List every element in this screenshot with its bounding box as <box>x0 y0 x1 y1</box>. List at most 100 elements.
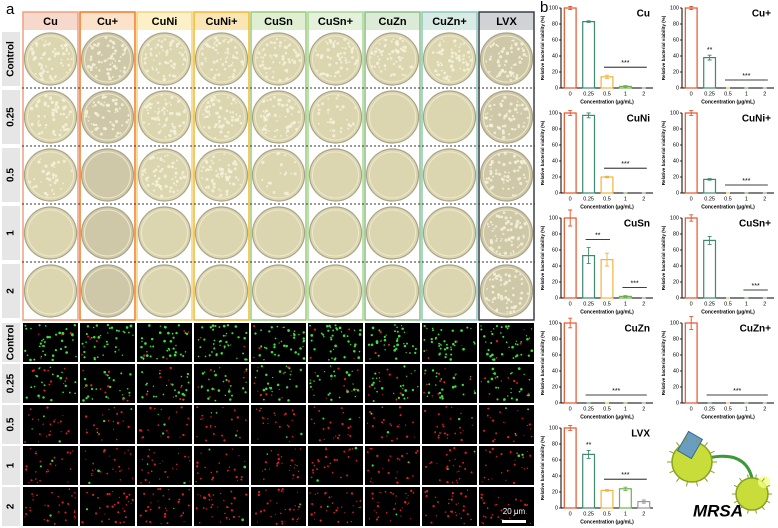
scale-bar <box>502 520 526 523</box>
live-cell <box>449 358 452 361</box>
live-cell <box>332 348 335 350</box>
colony <box>224 57 227 60</box>
dead-cell <box>448 459 451 462</box>
dead-cell <box>92 462 95 465</box>
colony <box>516 159 520 163</box>
significance: *** <box>742 73 750 80</box>
dead-cell <box>405 435 409 438</box>
colony <box>333 75 337 78</box>
live-cell <box>231 332 234 335</box>
pilus <box>747 474 749 479</box>
dead-cell <box>91 469 94 471</box>
colony <box>108 67 112 71</box>
colony <box>491 229 494 232</box>
dead-cell <box>54 464 57 467</box>
agar-plate-rim <box>141 151 188 199</box>
dead-cell <box>276 464 278 467</box>
colony <box>489 239 493 243</box>
error-bar <box>707 178 712 181</box>
colony <box>232 55 236 59</box>
colony <box>56 106 60 110</box>
dead-cell <box>296 476 299 479</box>
colony <box>226 47 230 51</box>
dead-cell <box>325 447 327 449</box>
live-cell <box>145 354 149 357</box>
live-cell <box>146 382 149 385</box>
colony <box>157 130 161 135</box>
agar-plate-rim <box>141 35 188 83</box>
live-cell <box>490 377 494 381</box>
live-cell <box>510 372 512 375</box>
x-tick-label: 1 <box>624 406 627 412</box>
colony <box>500 297 504 301</box>
fluorescence-image <box>422 364 477 403</box>
dead-cell <box>236 416 239 419</box>
colony <box>503 115 507 118</box>
colony <box>515 73 519 77</box>
live-cell <box>24 324 27 327</box>
dead-cell <box>257 493 261 497</box>
colony <box>121 124 124 127</box>
colony <box>56 160 60 164</box>
fluorescence-image <box>365 405 420 444</box>
live-cell <box>386 430 390 434</box>
dead-cell <box>330 378 332 380</box>
colony <box>183 175 187 179</box>
dead-cell <box>296 518 299 521</box>
fluorescence-image <box>422 446 477 485</box>
dead-cell <box>240 476 243 479</box>
dead-cell <box>436 462 438 464</box>
dead-cell <box>47 469 49 471</box>
colony <box>449 64 454 68</box>
dead-cell <box>379 331 382 334</box>
dead-cell <box>368 394 370 396</box>
live-cell <box>302 339 306 343</box>
live-cell <box>213 370 216 372</box>
dead-cell <box>437 413 440 416</box>
colony <box>273 130 276 133</box>
dead-cell <box>400 515 402 517</box>
colony <box>442 40 445 43</box>
colony <box>509 216 512 219</box>
dead-cell <box>387 471 390 475</box>
dead-cell <box>129 453 132 455</box>
live-cell <box>65 327 68 331</box>
y-tick-label: 0 <box>676 400 679 406</box>
live-cell <box>287 399 290 402</box>
y-tick-label: 20 <box>673 174 679 180</box>
colony <box>89 68 93 72</box>
live-cell <box>93 345 96 348</box>
colony <box>156 157 159 160</box>
dead-cell <box>377 516 380 519</box>
live-cell <box>44 340 46 343</box>
colony <box>208 45 212 49</box>
colony <box>160 94 163 97</box>
colony <box>282 63 285 66</box>
live-cell <box>227 390 231 393</box>
colony <box>500 215 504 219</box>
colony <box>170 104 173 106</box>
dead-cell <box>123 521 125 523</box>
x-tick-label: 0 <box>690 91 693 97</box>
dead-cell <box>407 495 409 497</box>
dead-cell <box>62 415 64 417</box>
colony <box>109 39 113 43</box>
colony <box>226 50 229 53</box>
dead-cell <box>491 419 495 422</box>
colony <box>56 51 60 56</box>
colony <box>518 244 521 247</box>
live-cell <box>171 332 174 335</box>
live-cell <box>411 388 415 392</box>
live-cell <box>82 399 85 402</box>
colony <box>508 161 512 165</box>
dead-cell <box>458 477 461 480</box>
live-cell <box>122 330 124 332</box>
x-tick-label: 0 <box>569 511 572 517</box>
colony <box>353 62 356 66</box>
colony <box>486 112 489 115</box>
live-cell <box>278 342 280 344</box>
colony <box>37 160 41 164</box>
dead-cell <box>487 478 490 481</box>
chart-title: Cu+ <box>752 9 771 20</box>
colony <box>167 134 171 137</box>
